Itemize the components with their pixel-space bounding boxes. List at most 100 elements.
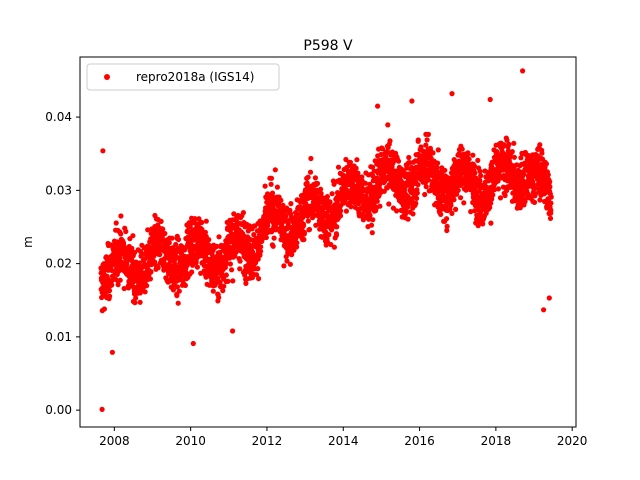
data-point [444,223,450,229]
data-point [100,148,106,154]
data-point [509,149,515,155]
data-point [548,194,554,200]
data-point [166,240,172,246]
data-point [423,142,429,148]
data-point [270,243,276,249]
data-point [478,173,484,179]
data-point [430,150,436,156]
data-point [133,295,139,301]
data-point [327,199,333,205]
legend-label: repro2018a (IGS14) [136,70,254,84]
data-point [418,144,424,150]
data-point [425,131,431,137]
legend: repro2018a (IGS14) [86,63,280,91]
data-point [537,197,543,203]
data-point [451,197,457,203]
data-point [170,287,176,293]
data-point [334,224,340,230]
data-point [118,231,124,237]
data-point [190,340,196,347]
data-point [256,276,262,282]
data-point [487,96,493,103]
data-point [160,226,166,232]
data-point [155,265,161,271]
data-point [414,195,420,201]
data-point [435,160,441,166]
data-point [370,217,376,223]
data-point [118,213,124,219]
data-point [442,167,448,173]
data-point [192,216,198,222]
data-point [520,192,526,198]
data-point [187,223,193,229]
data-point [438,211,444,217]
data-point [255,266,261,272]
data-point [541,307,547,313]
data-point [434,164,440,171]
data-point [255,256,261,262]
data-point [444,227,450,234]
data-point [204,273,210,279]
data-point [132,300,138,306]
data-point [328,241,334,248]
data-point [251,232,257,238]
data-point [123,228,129,235]
data-point [199,219,205,226]
data-point [489,196,495,202]
data-point [471,163,477,169]
data-point [121,285,127,292]
data-point [348,204,354,210]
data-point [423,184,429,190]
data-point [360,217,366,223]
data-point [117,277,123,283]
data-point [353,165,359,171]
data-point [175,300,181,306]
data-point [531,199,538,205]
data-point [413,200,419,206]
data-point [229,267,235,273]
data-point [487,204,493,210]
data-point [101,306,107,312]
data-point [354,157,360,163]
data-point [537,142,543,148]
data-point [387,138,393,144]
data-point [258,244,264,250]
data-point [318,186,324,192]
data-point [142,289,148,295]
data-point [409,98,415,104]
data-point [217,280,223,286]
data-point [468,209,474,215]
data-point [377,203,383,209]
data-point [422,191,428,198]
data-point [521,171,527,177]
data-point [545,172,551,178]
data-point [158,218,164,224]
data-point [301,229,307,236]
data-point [117,255,123,261]
data-point [194,264,200,270]
data-point [333,232,340,238]
data-point [455,187,461,193]
data-point [288,201,294,207]
data-point [130,233,136,239]
data-point [148,269,154,275]
data-point [157,251,163,258]
data-point [504,137,510,143]
y-tick-label: 0.03 [45,183,72,197]
data-point [284,258,290,264]
data-point [258,248,264,254]
data-point [454,191,460,197]
data-points [98,68,554,412]
data-point [491,187,498,193]
data-point [522,199,528,205]
data-point [231,211,237,217]
data-point [272,167,278,173]
data-point [125,285,132,291]
data-point [343,208,349,214]
data-point [301,236,307,243]
legend-box [86,63,280,91]
data-point [511,140,517,146]
data-point [263,234,269,241]
data-point [532,185,538,191]
data-point [268,175,275,181]
